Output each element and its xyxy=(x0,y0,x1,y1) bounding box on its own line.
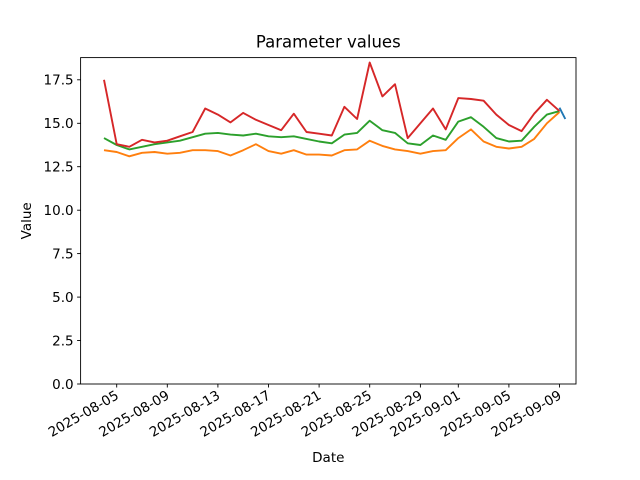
y-axis-label: Value xyxy=(19,202,35,239)
series-orange-line xyxy=(103,111,561,158)
series-blue-line xyxy=(558,107,567,120)
y-tick-label: 17.5 xyxy=(44,73,74,89)
x-axis-ticks: 2025-08-052025-08-092025-08-132025-08-17… xyxy=(46,384,565,441)
plot-area xyxy=(80,57,576,384)
series-layer xyxy=(103,61,567,158)
series-red-line xyxy=(103,61,561,148)
x-axis-label: Date xyxy=(312,450,344,466)
y-axis-ticks: 0.0 2.5 5.0 7.5 10.0 12.5 15.0 17.5 xyxy=(44,73,81,393)
y-tick-label: 5.0 xyxy=(52,290,73,306)
y-tick-label: 2.5 xyxy=(52,333,73,349)
series-green-line xyxy=(103,110,560,151)
axes-spines xyxy=(80,57,577,385)
y-tick-label: 12.5 xyxy=(44,160,74,176)
y-tick-label: 7.5 xyxy=(52,246,73,262)
y-tick-label: 15.0 xyxy=(44,116,74,132)
chart-title: Parameter values xyxy=(256,33,401,52)
y-tick-label: 10.0 xyxy=(44,203,74,219)
y-tick-label: 0.0 xyxy=(52,377,73,393)
